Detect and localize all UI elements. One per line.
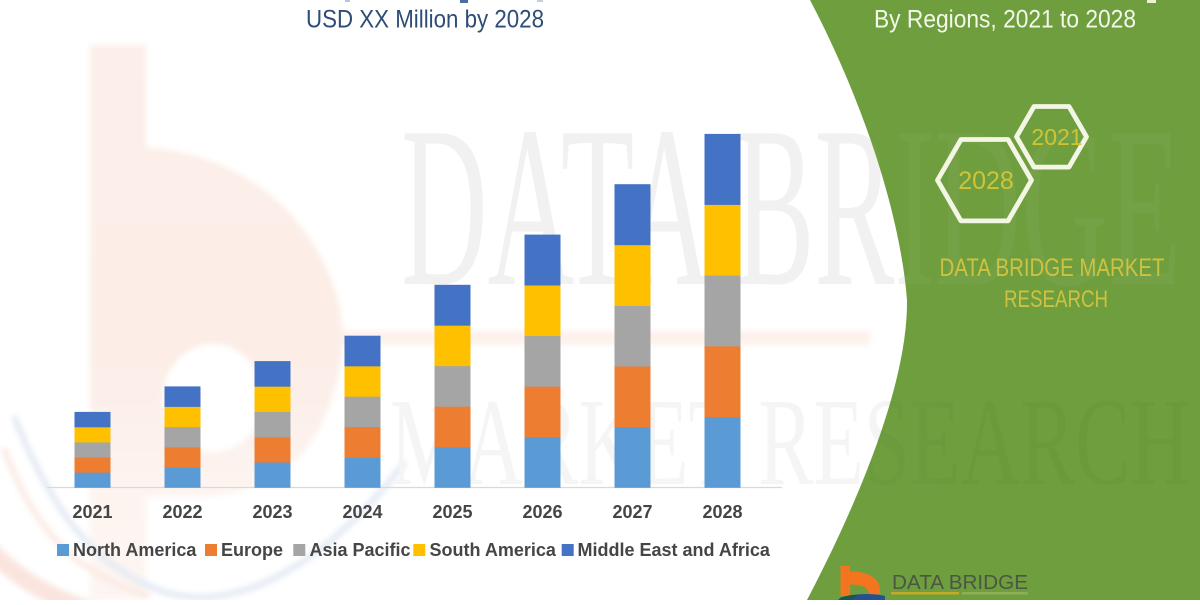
- svg-text:DATA BRIDGE MARKET: DATA BRIDGE MARKET: [940, 254, 1165, 282]
- svg-text:Middle East and Africa: Middle East and Africa: [578, 540, 771, 560]
- svg-text:2026: 2026: [522, 502, 562, 522]
- svg-text:South America: South America: [430, 540, 557, 560]
- svg-text:2025: 2025: [432, 502, 472, 522]
- svg-text:By Regions, 2021 to 2028: By Regions, 2021 to 2028: [874, 6, 1136, 34]
- svg-text:Europe: Europe: [221, 540, 283, 560]
- svg-text:RESEARCH: RESEARCH: [1004, 286, 1108, 313]
- svg-text:2028: 2028: [958, 167, 1014, 195]
- svg-text:Asia Pacific: Asia Pacific: [310, 540, 411, 560]
- svg-text:2021: 2021: [1031, 124, 1082, 150]
- svg-text:2024: 2024: [342, 502, 382, 522]
- svg-text:2027: 2027: [612, 502, 652, 522]
- svg-text:2028: 2028: [702, 502, 742, 522]
- svg-text:North America: North America: [73, 540, 197, 560]
- svg-text:DATA BRIDGE: DATA BRIDGE: [892, 572, 1028, 594]
- svg-text:2021: 2021: [72, 502, 112, 522]
- svg-text:2022: 2022: [162, 502, 202, 522]
- svg-text:USD XX Million by 2028: USD XX Million by 2028: [306, 6, 544, 34]
- svg-text:2023: 2023: [252, 502, 292, 522]
